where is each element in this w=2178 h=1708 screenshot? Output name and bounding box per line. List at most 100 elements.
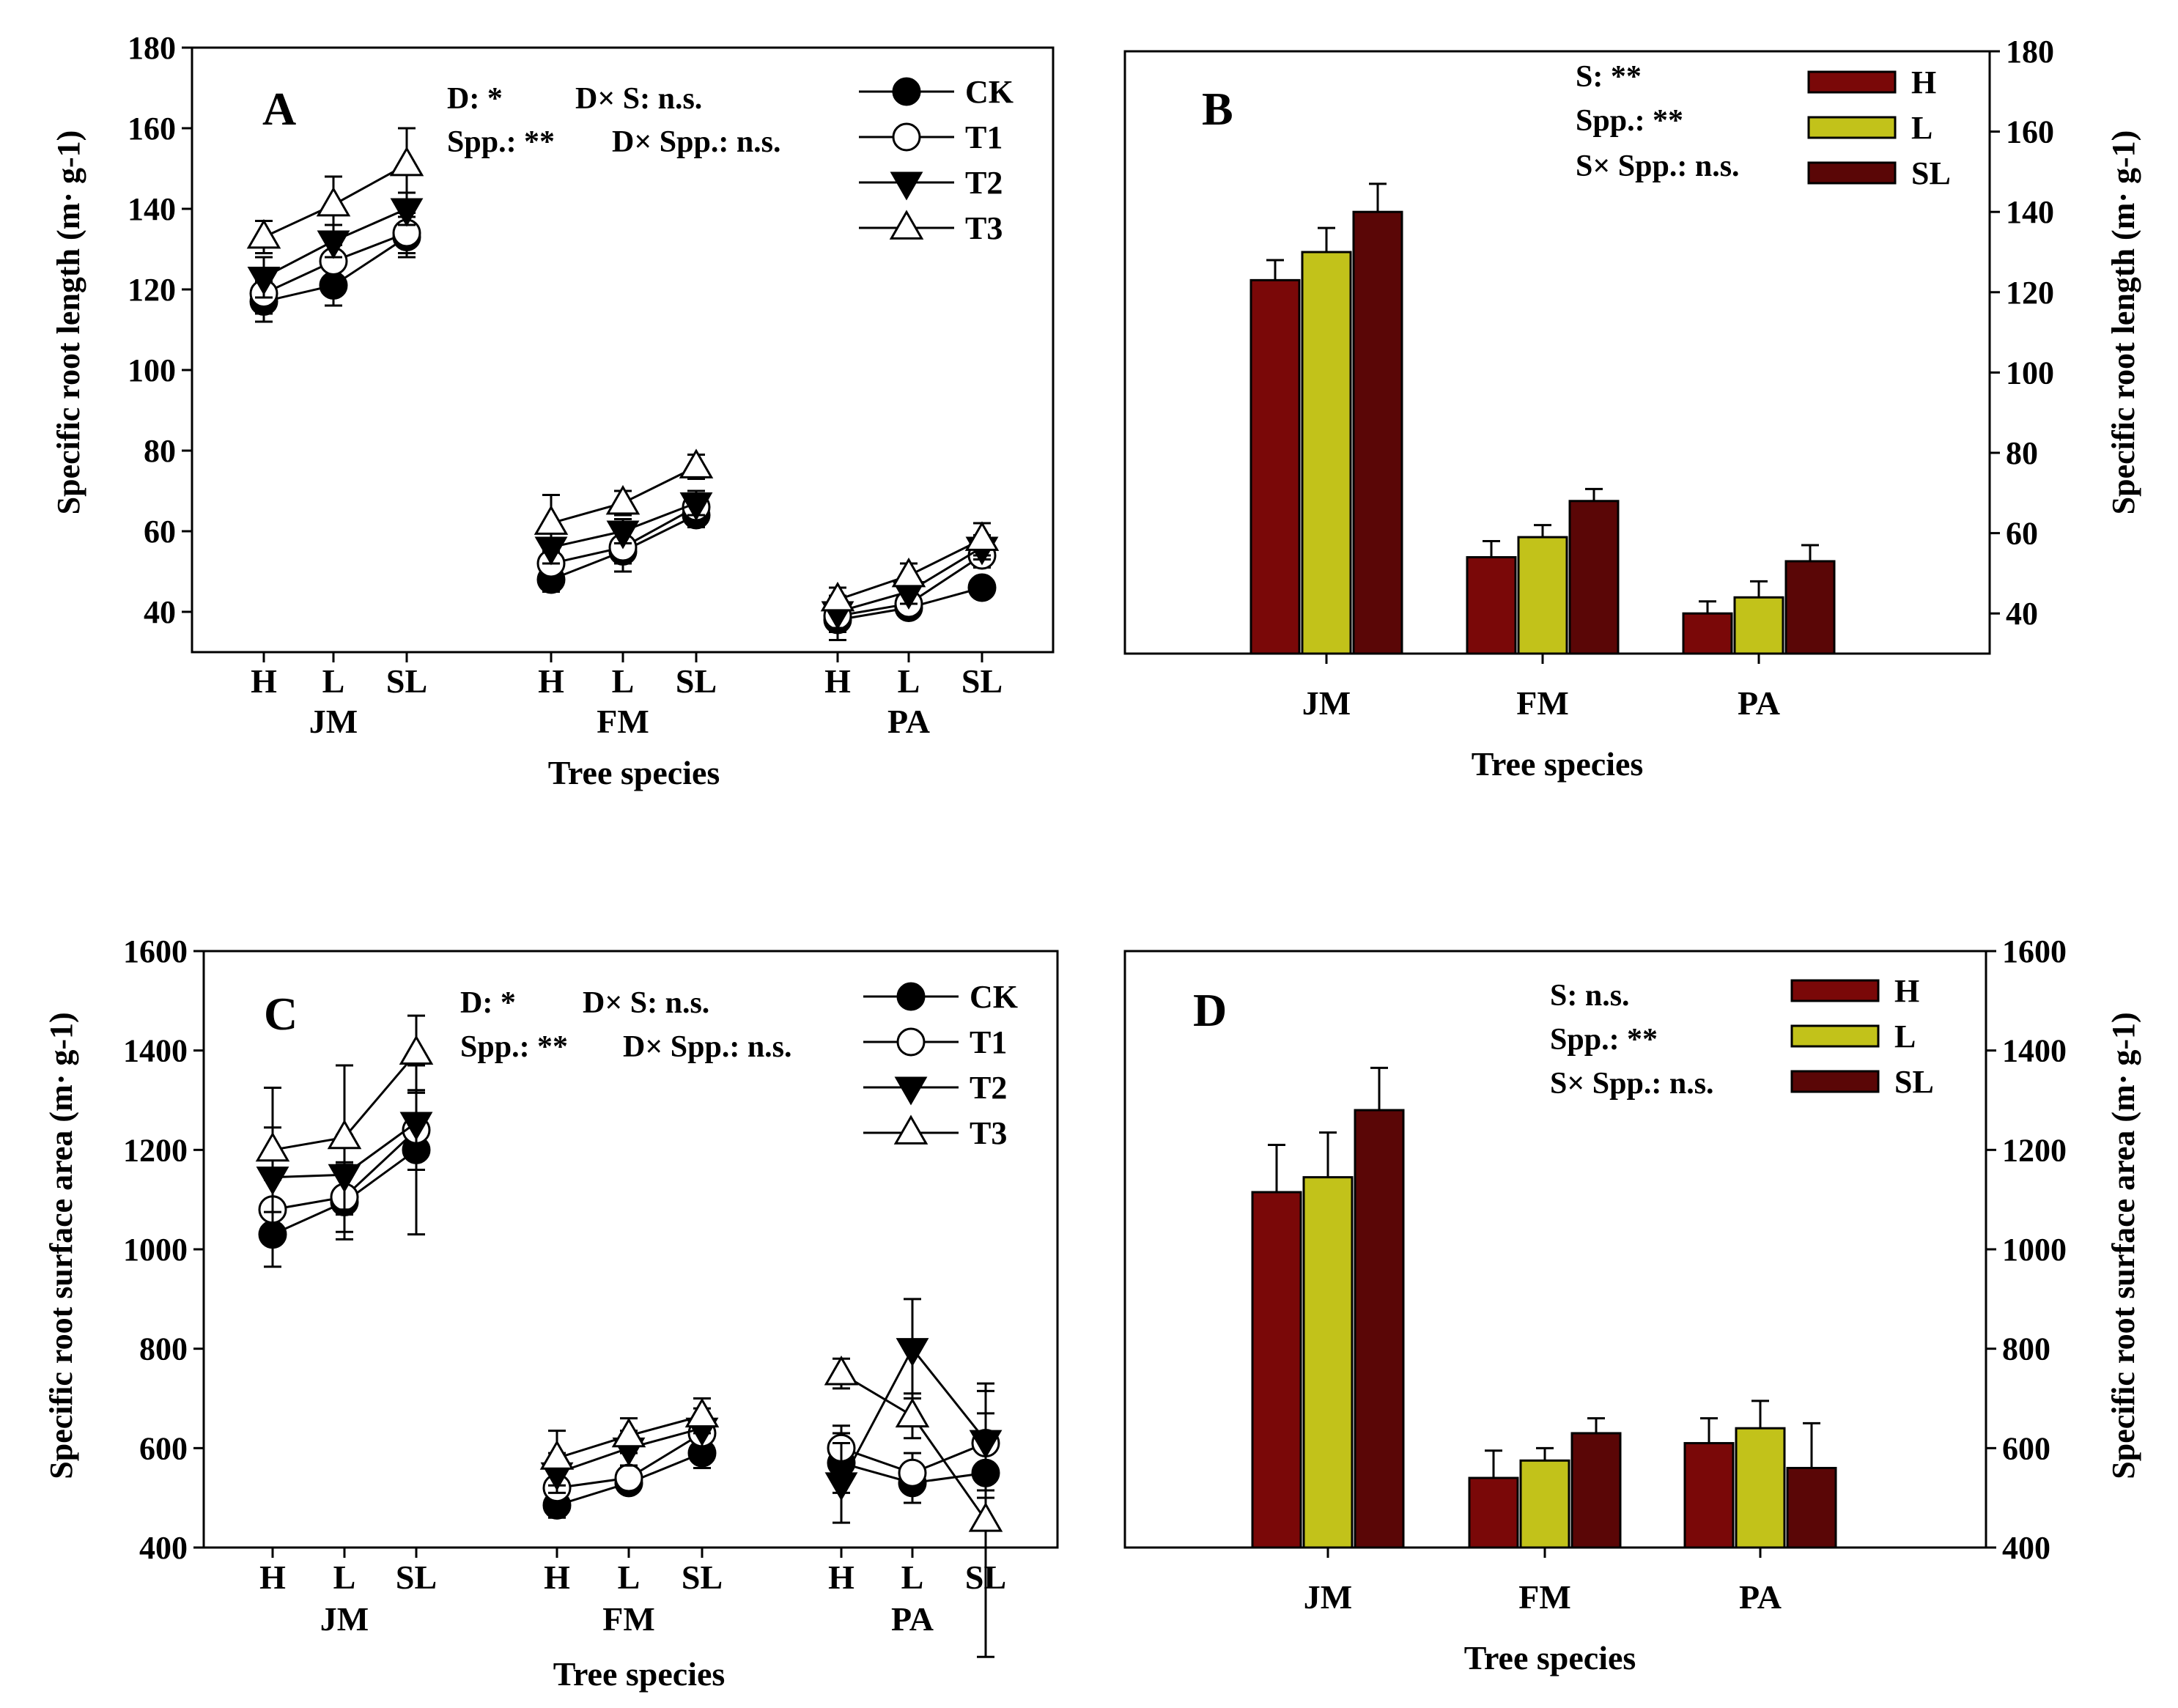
t3-marker (964, 521, 1000, 551)
y-tick-label: 100 (128, 352, 176, 388)
t3-marker (891, 557, 926, 588)
panel-d-plot (1251, 1066, 1837, 1558)
panel-a-yticks: 40 60 80 100 120 140 160 180 (128, 30, 192, 630)
x-category-label: H (544, 1559, 570, 1596)
panel-d-ylabel: Specific root surface area (m· g-1) (2105, 1012, 2141, 1479)
t2-marker (890, 171, 923, 201)
panel-a-ylabel: Specific root length (m· g-1) (51, 130, 86, 515)
t1-marker (614, 1463, 643, 1493)
bar-sl (1570, 1432, 1622, 1549)
panel-d-stat-1: Spp.: ** (1550, 1023, 1658, 1057)
panel-b-plot (1249, 182, 1836, 664)
t3-marker (399, 1035, 434, 1065)
legend-swatch (1807, 116, 1897, 139)
legend-label: T1 (970, 1024, 1007, 1060)
x-category-label: H (259, 1559, 286, 1596)
series-t3 (255, 1014, 1003, 1658)
t3-marker (895, 1397, 930, 1428)
panel-b-yticks: 40 60 80 100 120 140 160 180 (1990, 34, 2054, 632)
x-category-label: H (538, 662, 564, 700)
y-tick-label: 600 (139, 1430, 188, 1466)
panel-c-ylabel: Specific root surface area (m· g-1) (43, 1012, 79, 1479)
x-category-label: PA (1739, 1578, 1782, 1616)
panel-c: 400 600 800 1000 1200 1400 1600 H L SL JM H L SL FM H L… (43, 934, 1059, 1693)
panel-c-stat-2: Spp.: ** (460, 1030, 568, 1064)
x-group-label: FM (602, 1600, 655, 1638)
legend-swatch (1790, 1070, 1880, 1093)
panel-a-label: A (262, 83, 296, 135)
x-group-label: JM (320, 1600, 369, 1638)
y-tick-label: 1000 (2002, 1232, 2067, 1268)
bar-h (1682, 612, 1733, 655)
panel-c-ylabel-text: Specific root surface area (m· g-1) (43, 1012, 79, 1479)
series-t2 (256, 1091, 1003, 1524)
y-tick-label: 1400 (2002, 1033, 2067, 1069)
bar-l (1735, 1427, 1786, 1549)
panel-d-xcats: JM FM PA (1304, 1578, 1782, 1616)
bar-sl (1786, 1466, 1837, 1549)
legend-label: H (1911, 64, 1936, 100)
t3-marker (968, 1502, 1003, 1532)
y-tick-label: 140 (2006, 194, 2054, 230)
y-tick-label: 100 (2006, 355, 2054, 391)
t3-marker (889, 210, 924, 240)
panel-c-xlabel: Tree species (553, 1655, 726, 1693)
panel-a-stat-0: D: * (447, 82, 503, 116)
panel-a-ylabel-text: Specific root length (m· g-1) (51, 130, 86, 515)
ck-marker (967, 573, 997, 602)
t2-marker (247, 267, 281, 296)
t3-marker (893, 1114, 929, 1145)
y-tick-label: 1200 (123, 1132, 188, 1168)
legend-label: L (1894, 1018, 1916, 1054)
t3-marker (539, 1440, 575, 1470)
x-category-label: FM (1518, 1578, 1571, 1616)
t3-marker (824, 1355, 859, 1386)
x-category-label: H (251, 662, 277, 700)
panel-b-stat-2: S× Spp.: n.s. (1576, 149, 1740, 183)
panel-b-xlabel: Tree species (1472, 745, 1644, 783)
panel-d-stat-2: S× Spp.: n.s. (1550, 1067, 1714, 1101)
panel-b-ylabel-text: Specific root length (m· g-1) (2105, 130, 2141, 515)
legend-label: T1 (965, 119, 1003, 155)
y-tick-label: 1000 (123, 1232, 188, 1268)
series-ck (249, 215, 997, 641)
x-category-label: L (901, 1559, 924, 1596)
series-t3 (246, 127, 1000, 613)
legend-label: H (1894, 973, 1919, 1009)
legend-label: SL (1911, 155, 1951, 191)
legend-swatch (1807, 161, 1897, 185)
panel-a-plot (246, 127, 1000, 662)
legend-label: T3 (965, 210, 1003, 246)
x-category-label: SL (965, 1559, 1006, 1596)
bar-l (1517, 536, 1568, 655)
bar-h (1468, 1476, 1519, 1549)
t3-marker (389, 146, 424, 177)
x-category-label: SL (386, 662, 427, 700)
panel-b-xcats: JM FM PA (1302, 684, 1780, 722)
t2-marker (896, 1338, 929, 1367)
panel-c-stat-3: D× Spp.: n.s. (623, 1030, 792, 1064)
legend-label: T2 (970, 1070, 1007, 1106)
panel-b-legend: HL SL (1807, 64, 1951, 191)
x-category-label: H (828, 1559, 854, 1596)
y-tick-label: 160 (128, 111, 176, 147)
t2-marker (606, 520, 640, 550)
bar-sl (1352, 210, 1403, 655)
x-category-label: L (612, 662, 635, 700)
t2-marker (390, 198, 424, 227)
y-tick-label: 180 (128, 30, 176, 66)
ck-marker (892, 77, 921, 106)
panel-a-xcats: H L SL JM H L SL FM H L SL PA (251, 662, 1003, 740)
t3-marker (684, 1397, 720, 1428)
x-category-label: JM (1304, 1578, 1352, 1616)
y-tick-label: 120 (128, 272, 176, 308)
y-tick-label: 80 (2006, 435, 2038, 471)
legend-label: SL (1894, 1064, 1934, 1100)
t3-marker (534, 505, 569, 535)
panel-b-ylabel: Specific root length (m· g-1) (2105, 130, 2141, 515)
t1-marker (896, 1027, 926, 1057)
x-category-label: L (898, 662, 920, 700)
legend-swatch (1790, 1024, 1880, 1048)
panel-d-legend: HL SL (1790, 973, 1934, 1100)
